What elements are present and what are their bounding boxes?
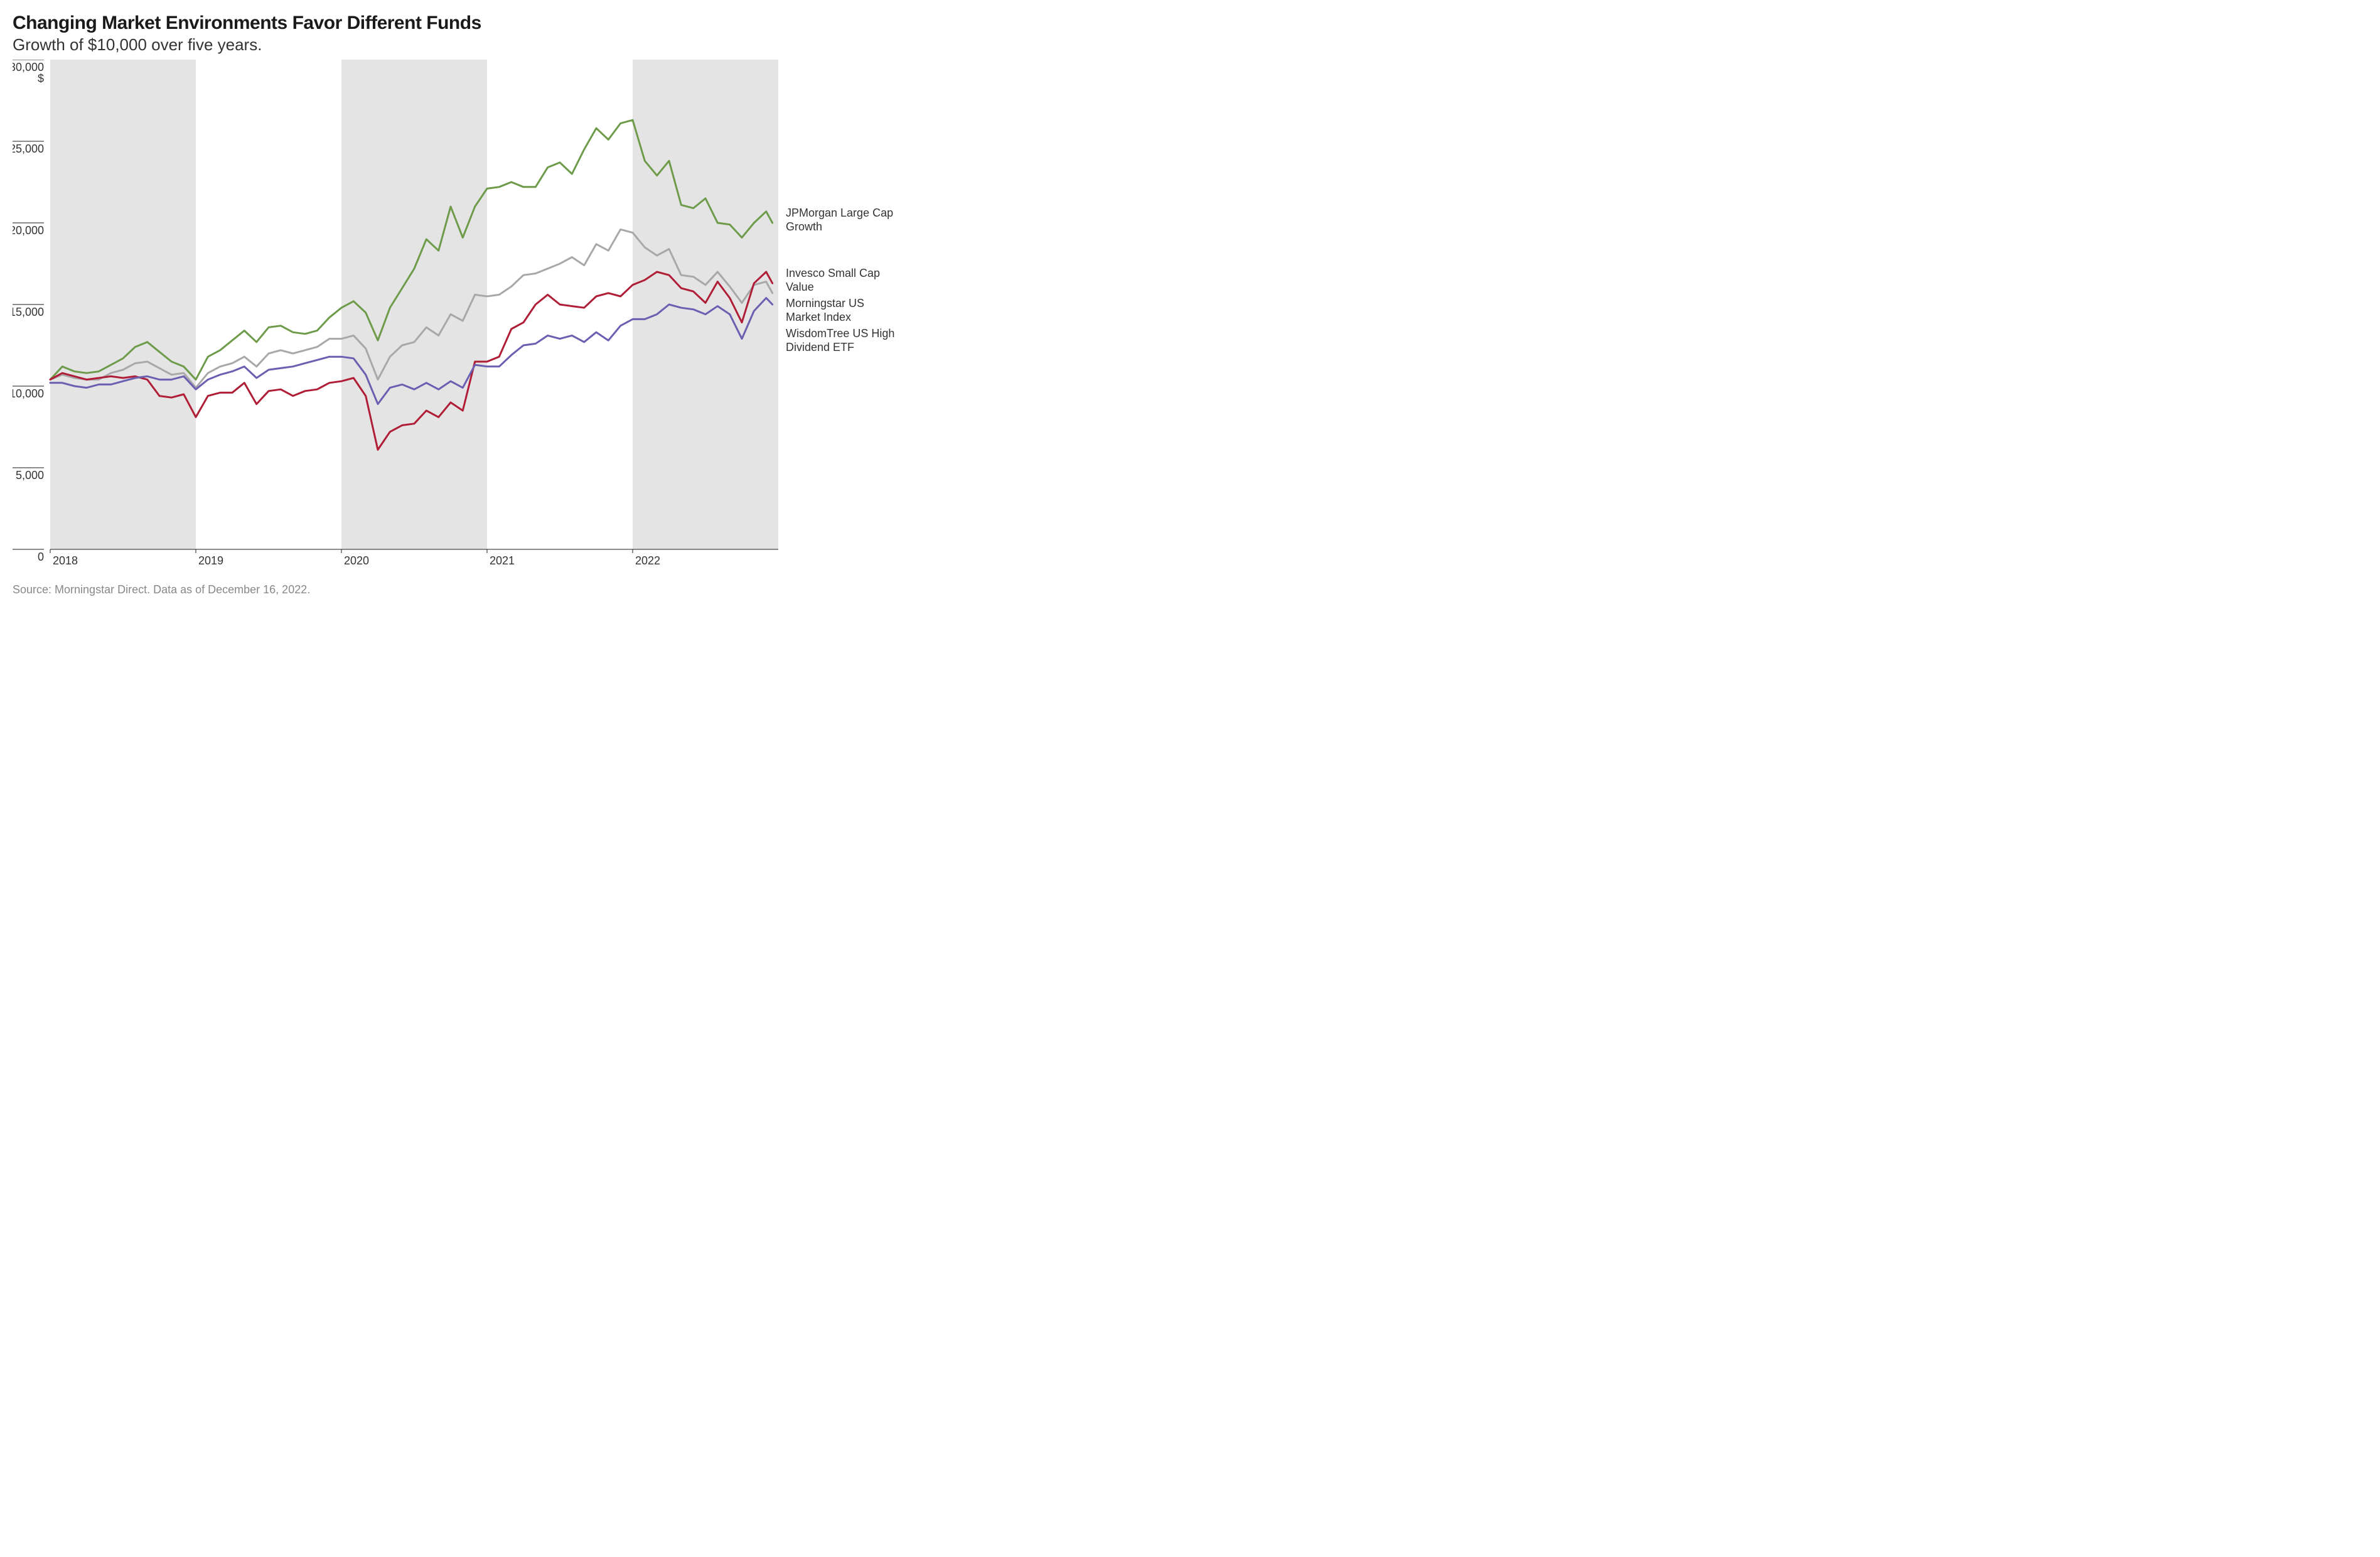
series-label: Growth: [786, 220, 822, 233]
y-tick-label: 10,000: [13, 387, 44, 400]
series-label: Value: [786, 281, 814, 293]
x-tick-label: 2019: [198, 554, 223, 567]
series-label: Morningstar US: [786, 297, 864, 310]
series-label: JPMorgan Large Cap: [786, 207, 893, 219]
x-tick-label: 2022: [635, 554, 660, 567]
year-band: [50, 60, 196, 549]
chart-title: Changing Market Environments Favor Diffe…: [13, 13, 929, 34]
series-label: Market Index: [786, 311, 851, 323]
chart-source: Source: Morningstar Direct. Data as of D…: [13, 583, 929, 596]
chart-page: Changing Market Environments Favor Diffe…: [0, 0, 929, 609]
y-tick-label: 25,000: [13, 143, 44, 155]
y-tick-label: 20,000: [13, 224, 44, 237]
y-tick-label: 15,000: [13, 306, 44, 318]
series-label: Invesco Small Cap: [786, 267, 880, 279]
year-band: [633, 60, 778, 549]
y-tick-label: 5,000: [16, 469, 44, 482]
chart-subtitle: Growth of $10,000 over five years.: [13, 35, 929, 55]
series-label: Dividend ETF: [786, 341, 854, 353]
year-band: [341, 60, 487, 549]
x-tick-label: 2020: [344, 554, 369, 567]
line-chart: 0 5,000 10,000 15,000 20,000 25,000 30,000$201…: [13, 60, 929, 574]
y-tick-label: 0: [38, 551, 44, 563]
series-label: WisdomTree US High: [786, 327, 894, 340]
x-tick-label: 2018: [53, 554, 78, 567]
y-tick-label: 30,000: [13, 61, 44, 73]
y-unit: $: [38, 72, 44, 85]
x-tick-label: 2021: [490, 554, 515, 567]
